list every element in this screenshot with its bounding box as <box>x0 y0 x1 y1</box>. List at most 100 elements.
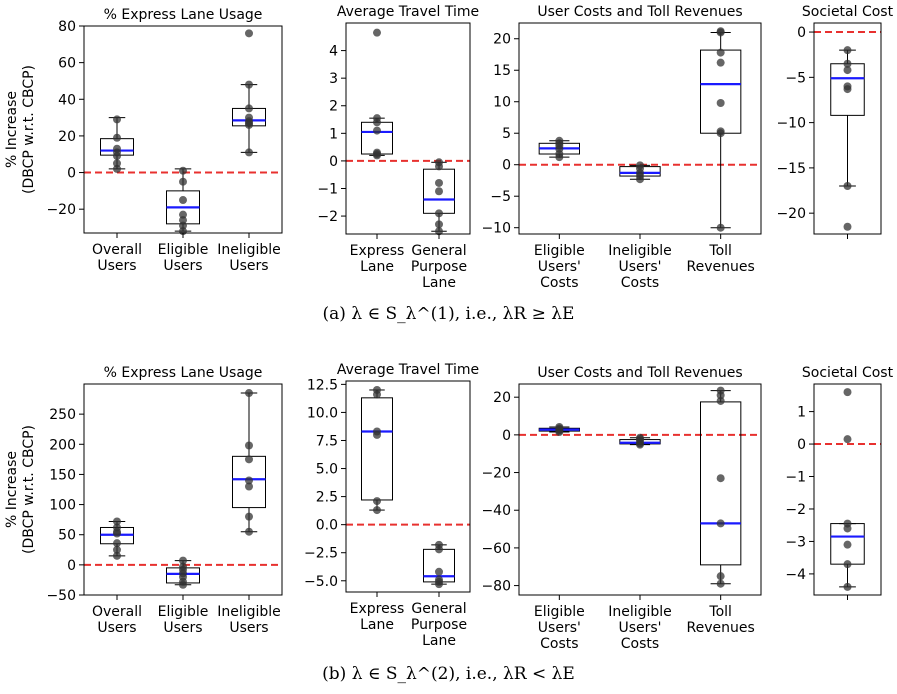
y-tick-label: 10.0 <box>307 405 338 421</box>
panel-title: User Costs and Toll Revenues <box>537 365 742 381</box>
data-point <box>716 58 725 67</box>
box-plot <box>166 166 200 236</box>
data-point <box>716 519 725 528</box>
y-tick-label: −3 <box>785 534 806 550</box>
data-point <box>843 388 852 397</box>
plot-frame <box>518 383 762 596</box>
data-point <box>843 435 852 444</box>
data-point <box>843 66 852 75</box>
plot-frame <box>83 383 283 596</box>
y-tick-label: −20 <box>46 202 76 218</box>
data-point <box>843 519 852 528</box>
y-tick-label: 3 <box>329 71 338 87</box>
iqr-box <box>700 401 742 566</box>
y-tick-label: −5 <box>785 70 806 86</box>
box-plot <box>361 385 393 515</box>
panel-b-2: Average Travel Time −5.0 −2.5 0.0 2.5 5.0 7.5 1… <box>304 362 479 649</box>
y-tick-label: −40 <box>481 503 511 519</box>
x-tick-label: Eligible Users <box>158 604 209 636</box>
y-tick-label: 20 <box>493 390 511 406</box>
data-point <box>636 433 644 442</box>
data-point <box>179 210 187 219</box>
y-tick-label: 0 <box>67 558 76 574</box>
plot-frame <box>83 25 283 234</box>
y-tick-label: 40 <box>58 92 76 108</box>
panel-a-3: User Costs and Toll Revenues −10 −5 0 5 10 15 2… <box>481 4 762 291</box>
data-point <box>716 48 725 57</box>
data-point <box>843 560 852 569</box>
y-tick-label: 1 <box>329 126 338 142</box>
data-point <box>843 182 852 191</box>
x-tick-label: Ineligible Users' Costs <box>608 604 672 652</box>
y-tick-label: −4 <box>785 567 806 583</box>
data-point <box>716 386 725 395</box>
y-tick-label: −15 <box>776 161 806 177</box>
x-tick-label: Toll Revenues <box>687 604 755 636</box>
x-tick-label: Ineligible Users <box>217 604 281 636</box>
x-tick-label: Express Lane <box>350 243 405 275</box>
data-point <box>245 441 253 450</box>
data-point <box>245 389 253 398</box>
data-point <box>373 28 381 37</box>
data-point <box>113 144 121 153</box>
box-plot <box>166 556 200 589</box>
data-point <box>245 148 253 157</box>
data-point <box>179 556 187 565</box>
data-point <box>373 114 381 123</box>
data-point <box>435 575 443 584</box>
data-point <box>435 220 443 229</box>
data-point <box>113 164 121 173</box>
y-tick-label: −1 <box>785 470 806 486</box>
y-axis-label: % Increase(DBCP w.r.t. CBCP) <box>4 65 37 194</box>
y-tick-label: −5 <box>490 189 511 205</box>
box-plot <box>538 422 581 437</box>
data-point <box>113 551 121 560</box>
data-point <box>716 396 725 405</box>
data-point <box>716 27 725 36</box>
y-tick-label: 20 <box>493 32 511 48</box>
y-tick-label: 0 <box>502 158 511 174</box>
x-tick-label: Eligible Users <box>158 242 209 274</box>
data-point <box>435 567 443 576</box>
box-plot <box>538 136 581 162</box>
data-point <box>245 29 253 38</box>
data-point <box>716 127 725 136</box>
panel-b-1: % Express Lane Usage −50 0 50 100 150 200 250 % … <box>4 365 283 636</box>
plot-frame <box>813 383 882 596</box>
data-point <box>373 385 381 394</box>
x-tick-label: Eligible Users' Costs <box>534 604 585 652</box>
y-tick-label: 10 <box>493 95 511 111</box>
y-tick-label: 1 <box>797 405 806 421</box>
data-point <box>179 562 187 571</box>
data-point <box>179 166 187 175</box>
y-tick-label: −5.0 <box>304 574 338 590</box>
y-tick-label: 60 <box>58 56 76 72</box>
y-tick-label: −2.5 <box>304 546 338 562</box>
data-point <box>179 177 187 186</box>
panel-title: % Express Lane Usage <box>104 7 263 23</box>
y-axis-label: % Increase(DBCP w.r.t. CBCP) <box>4 425 37 554</box>
data-point <box>245 80 253 89</box>
y-tick-label: 0 <box>502 428 511 444</box>
data-point <box>716 223 725 232</box>
box-plot <box>619 161 661 184</box>
data-point <box>435 540 443 549</box>
x-tick-label: Ineligible Users <box>217 242 281 274</box>
data-point <box>843 222 852 231</box>
y-tick-label: 5.0 <box>316 462 338 478</box>
panel-title: Societal Cost <box>802 365 894 381</box>
y-tick-label: 0.0 <box>316 518 338 534</box>
y-tick-label: 12.5 <box>307 377 338 393</box>
y-tick-label: 0 <box>67 166 76 182</box>
data-point <box>113 159 121 168</box>
data-point <box>113 115 121 124</box>
box-plot <box>232 29 266 157</box>
data-point <box>113 523 121 532</box>
data-point <box>245 482 253 491</box>
y-tick-label: 2 <box>329 99 338 115</box>
box-plot <box>100 517 134 560</box>
plot-frame <box>813 22 882 235</box>
data-point <box>245 455 253 464</box>
data-point <box>179 221 187 230</box>
